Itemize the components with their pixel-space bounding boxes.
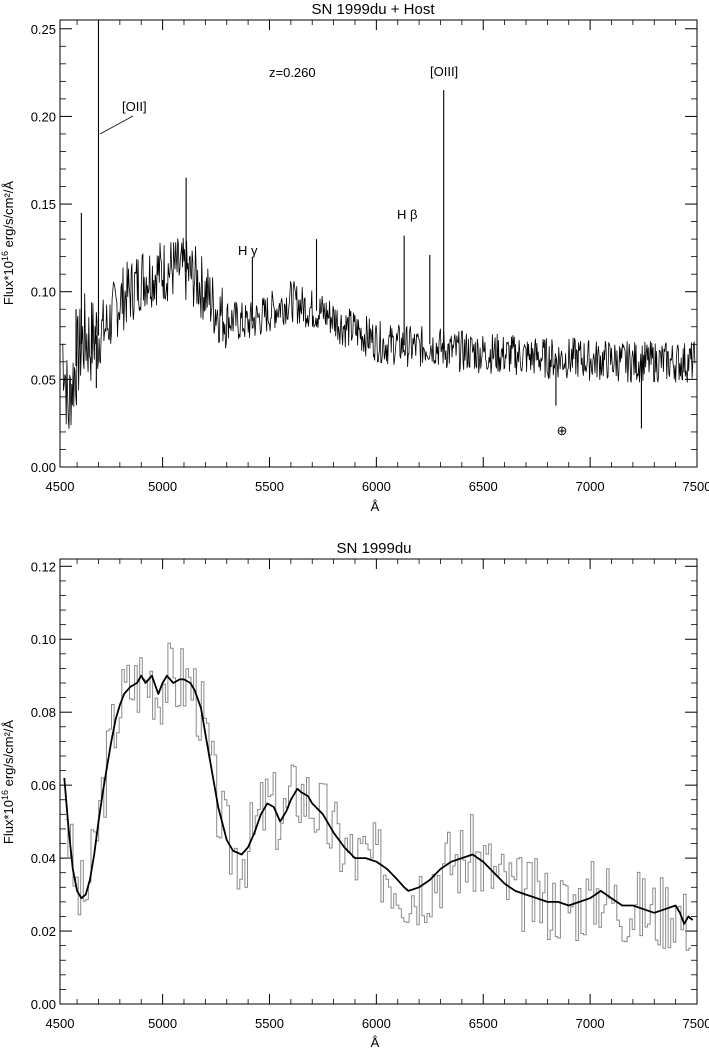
x-tick-label: 4500 — [46, 1016, 75, 1031]
y-tick-label: 0.05 — [31, 372, 56, 387]
x-tick-label: 5000 — [148, 479, 177, 494]
x-tick-label: 6500 — [469, 479, 498, 494]
chart-title: SN 1999du + Host — [312, 1, 436, 18]
plot-frame — [59, 19, 698, 468]
x-tick-labels: 4500 5000 5500 6000 6500 7000 7500 — [46, 1016, 709, 1031]
smoothed-spectrum-trace — [63, 674, 694, 925]
y-tick-labels: 0.00 0.05 0.10 0.15 0.20 0.25 — [31, 22, 56, 475]
tick-marks — [59, 559, 698, 1005]
telluric-symbol: ⊕ — [557, 423, 568, 438]
x-tick-label: 7500 — [683, 1016, 709, 1031]
y-tick-label: 0.15 — [31, 197, 56, 212]
x-tick-label: 5500 — [255, 479, 284, 494]
y-tick-label: 0.10 — [31, 285, 56, 300]
spectrum-trace — [61, 20, 696, 429]
spectrum-line — [61, 237, 696, 429]
hbeta-label: H β — [397, 207, 417, 222]
tick-marks — [59, 20, 698, 468]
y-tick-label: 0.12 — [31, 559, 56, 574]
y-tick-label: 0.06 — [31, 778, 56, 793]
x-tick-labels: 4500 5000 5500 6000 6500 7000 7500 — [46, 479, 709, 494]
bottom-chart-panel: SN 1999du 4500 5000 5500 6000 6500 7000 7500 0… — [0, 540, 709, 1050]
y-tick-label: 0.25 — [31, 22, 56, 37]
x-tick-label: 6000 — [362, 1016, 391, 1031]
x-tick-label: 4500 — [46, 479, 75, 494]
oiii-label: [OIII] — [430, 64, 458, 79]
plot-frame — [59, 558, 698, 1005]
y-axis-title: Flux*1016 erg/s/cm²/Å — [0, 720, 16, 844]
y-tick-label: 0.04 — [31, 851, 56, 866]
y-tick-label: 0.02 — [31, 924, 56, 939]
y-tick-labels: 0.00 0.02 0.04 0.06 0.08 0.10 0.12 — [31, 559, 56, 1012]
y-axis-title: Flux*1016 erg/s/cm²/Å — [0, 181, 16, 305]
chart-title: SN 1999du — [336, 540, 411, 557]
x-tick-label: 6000 — [362, 479, 391, 494]
x-axis-title: Å — [371, 499, 380, 514]
top-chart-panel: SN 1999du + Host 4500 5000 5500 6000 6500 700… — [0, 1, 709, 514]
y-tick-label: 0.10 — [31, 632, 56, 647]
hgamma-label: H γ — [238, 243, 258, 258]
oii-pointer — [99, 115, 134, 135]
x-axis-title: Å — [371, 1035, 380, 1050]
x-tick-label: 6500 — [469, 1016, 498, 1031]
redshift-label: z=0.260 — [269, 65, 316, 80]
x-tick-label: 7000 — [576, 1016, 605, 1031]
x-tick-label: 5500 — [255, 1016, 284, 1031]
smoothed-spectrum-line — [63, 674, 694, 925]
observed-spectrum-histogram — [65, 642, 692, 951]
y-tick-label: 0.00 — [31, 460, 56, 475]
oii-label: [OII] — [122, 99, 147, 114]
x-tick-label: 7500 — [683, 479, 709, 494]
y-tick-label: 0.20 — [31, 109, 56, 124]
observed-spectrum-trace — [65, 642, 692, 951]
x-tick-label: 7000 — [576, 479, 605, 494]
y-tick-label: 0.08 — [31, 705, 56, 720]
y-tick-label: 0.00 — [31, 997, 56, 1012]
x-tick-label: 5000 — [148, 1016, 177, 1031]
